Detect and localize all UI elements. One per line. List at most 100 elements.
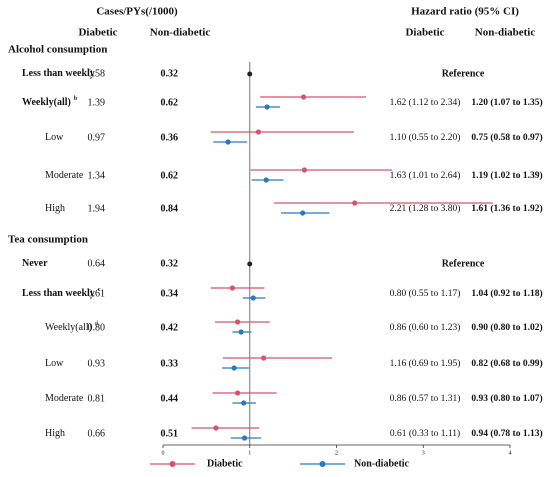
cases-value: 0.62	[161, 170, 179, 181]
cases-value: 0.44	[161, 393, 179, 404]
row-label-text: Moderate	[45, 393, 84, 404]
hr-label: 1.62 (1.12 to 2.34)	[390, 97, 461, 108]
hr-label: 0.86 (0.60 to 1.23)	[390, 322, 461, 333]
hr-point	[301, 167, 308, 173]
cases-value: 0.58	[88, 68, 106, 79]
hr-label: 1.04 (0.92 to 1.18)	[471, 288, 542, 299]
row-label: Moderate	[45, 170, 84, 181]
x-tick-label: 1	[248, 450, 251, 456]
row-label: Less than weekly	[22, 68, 95, 79]
row-label: High	[45, 428, 65, 439]
hr-label: 0.61 (0.33 to 1.11)	[390, 428, 460, 439]
row-label-text: Low	[45, 358, 64, 369]
hr-label: 1.63 (1.01 to 2.64)	[390, 170, 461, 181]
hr-header: Hazard ratio (95% CI)	[411, 6, 519, 18]
row-note: c	[98, 287, 101, 293]
row-label-text: Moderate	[45, 170, 84, 181]
hr-point	[238, 329, 244, 335]
x-tick-label: 2	[335, 450, 338, 456]
hr-point	[300, 210, 306, 216]
hr-point	[352, 200, 358, 206]
cases-value: 1.94	[88, 203, 106, 214]
group-title: Alcohol consumption	[8, 44, 107, 56]
x-tick-label: 4	[509, 450, 512, 456]
hr-point	[229, 285, 235, 291]
cases-value: 0.32	[161, 68, 179, 79]
cases-value: 0.84	[161, 203, 179, 214]
hr-point	[231, 365, 237, 371]
cases-value: 0.62	[161, 97, 179, 108]
row-label-text: High	[45, 203, 65, 214]
hr-point	[250, 295, 256, 301]
cases-value: 0.66	[88, 428, 106, 439]
reference-point	[247, 261, 253, 267]
reference-label: Reference	[442, 258, 485, 269]
row-note: b	[74, 96, 78, 102]
row-label-text: Weekly(all)	[22, 97, 71, 108]
hr-point	[225, 139, 231, 145]
row-label: Moderate	[45, 393, 84, 404]
reference-label: Reference	[442, 68, 485, 79]
hr-point	[235, 390, 241, 396]
hr-label: 0.82 (0.68 to 0.99)	[471, 358, 542, 369]
hr-label: 1.10 (0.55 to 2.20)	[390, 132, 461, 143]
hr-point	[213, 425, 219, 431]
reference-point	[247, 71, 253, 77]
cases-value: 0.93	[88, 358, 106, 369]
cases-value: 0.36	[161, 132, 179, 143]
row-label-text: Low	[45, 132, 64, 143]
hr-point	[235, 319, 241, 325]
column-subheader: Diabetic	[405, 27, 444, 39]
cases-value: 0.61	[88, 288, 106, 299]
hr-label: 1.61 (1.36 to 1.92)	[471, 203, 542, 214]
cases-value: 1.34	[88, 170, 106, 181]
hr-label: 1.20 (1.07 to 1.35)	[471, 97, 542, 108]
hr-label: 0.86 (0.57 to 1.31)	[390, 393, 461, 404]
legend-label: Non-diabetic	[354, 458, 410, 469]
row-label: High	[45, 203, 65, 214]
column-subheader: Non-diabetic	[150, 27, 211, 39]
row-label: Weekly(all) d	[45, 321, 98, 333]
row-note: d	[95, 321, 98, 327]
cases-value: 0.51	[161, 428, 179, 439]
column-subheader: Diabetic	[78, 27, 117, 39]
hr-label: 0.93 (0.80 to 1.07)	[471, 393, 542, 404]
cases-value: 0.34	[161, 288, 179, 299]
hr-label: 1.16 (0.69 to 1.95)	[390, 358, 461, 369]
x-tick-label: 0	[162, 450, 165, 456]
row-label: Never	[22, 258, 48, 269]
hr-point	[264, 104, 270, 110]
hr-point	[263, 177, 269, 183]
row-label: Less than weekly c	[22, 287, 101, 299]
cases-value: 1.39	[88, 97, 106, 108]
cases-value: 0.32	[161, 258, 179, 269]
row-label-text: Less than weekly	[22, 288, 95, 299]
hr-label: 0.75 (0.58 to 0.97)	[471, 132, 542, 143]
hr-label: 0.90 (0.80 to 1.02)	[471, 322, 542, 333]
row-label-text: Never	[22, 258, 48, 269]
x-tick-label: 3	[422, 450, 425, 456]
cases-value: 0.64	[88, 258, 106, 269]
hr-point	[261, 355, 267, 361]
cases-header: Cases/PYs(/1000)	[96, 6, 178, 18]
column-subheader: Non-diabetic	[475, 27, 536, 39]
hr-label: 0.94 (0.78 to 1.13)	[471, 428, 542, 439]
hr-label: 1.19 (1.02 to 1.39)	[471, 170, 542, 181]
row-label-text: Weekly(all)	[45, 322, 92, 333]
row-label-text: Less than weekly	[22, 68, 95, 79]
row-label: Low	[45, 132, 64, 143]
hr-label: 0.80 (0.55 to 1.17)	[390, 288, 461, 299]
hr-point	[241, 435, 248, 441]
row-label: Low	[45, 358, 64, 369]
cases-value: 0.80	[88, 322, 106, 333]
cases-value: 0.42	[161, 322, 179, 333]
row-label-text: High	[45, 428, 65, 439]
hr-point	[241, 400, 247, 406]
cases-value: 0.33	[161, 358, 179, 369]
hr-point	[300, 94, 307, 100]
hr-label: 2.21 (1.28 to 3.80)	[390, 203, 461, 214]
cases-value: 0.97	[88, 132, 106, 143]
group-title: Tea consumption	[8, 234, 88, 246]
row-label: Weekly(all) b	[22, 96, 78, 108]
